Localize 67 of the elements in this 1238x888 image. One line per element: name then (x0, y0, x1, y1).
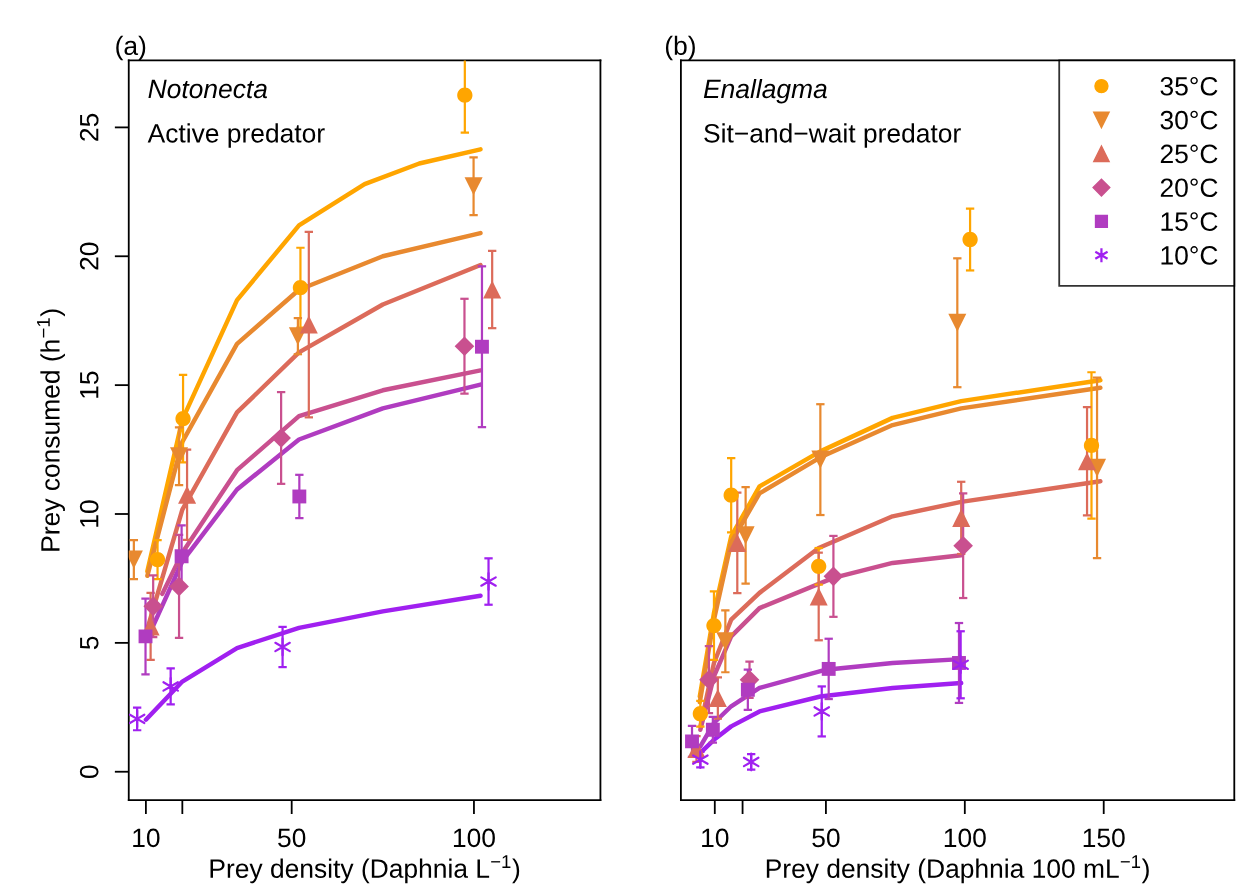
point (706, 617, 722, 634)
annotation: Notonecta (148, 79, 268, 99)
y-tick-label: 10 (79, 500, 99, 527)
x-tick-label: 50 (278, 828, 306, 848)
legend-label: 35°C (1160, 76, 1218, 96)
legend-label: 20°C (1160, 178, 1218, 198)
point (1078, 452, 1097, 471)
legend-label: 15°C (1161, 212, 1218, 231)
annotation: Active predator (147, 123, 325, 148)
x-tick-label: 100 (453, 828, 495, 848)
legend-label: 25°C (1160, 144, 1218, 164)
point (480, 572, 497, 591)
y-tick-label: 5 (80, 636, 99, 650)
point (138, 629, 153, 644)
point (952, 508, 971, 527)
point (811, 450, 830, 469)
line-series (145, 147, 483, 574)
x-axis-title: Prey density (Daphnia 100 mL$^{−1}$) (766, 855, 1149, 884)
point (457, 87, 473, 103)
point (169, 576, 189, 597)
point (813, 701, 831, 721)
point (299, 315, 318, 334)
point (699, 669, 719, 690)
point (823, 566, 844, 587)
point (464, 177, 483, 196)
x-tick-label: 100 (944, 828, 986, 848)
point (274, 637, 291, 657)
point (454, 336, 475, 357)
point (708, 689, 727, 708)
point (1083, 437, 1100, 454)
chart-title: (b) (665, 35, 695, 61)
point (475, 339, 489, 354)
point (811, 558, 827, 574)
point (292, 489, 307, 504)
x-tick-label: 50 (812, 828, 840, 848)
point (952, 655, 969, 675)
point (962, 231, 978, 248)
point (948, 313, 967, 332)
point (292, 280, 309, 296)
x-tick-label: 10 (702, 828, 729, 848)
x-tick-label: 10 (133, 828, 160, 848)
y-tick-label: 25 (79, 113, 99, 141)
x-axis-title: Prey density (Daphnia L$^{−1}$) (210, 855, 520, 884)
y-tick-label: 20 (79, 242, 99, 270)
point (809, 587, 828, 606)
legend-label: 10°C (1161, 246, 1218, 265)
point (692, 706, 708, 722)
point (174, 549, 189, 564)
y-axis-title: Prey consumed (h$^{−1}$) (37, 309, 65, 551)
x-tick-label: 150 (1083, 828, 1125, 848)
point (821, 661, 836, 676)
point (728, 533, 747, 552)
point (271, 428, 291, 448)
annotation: Sit−and−wait predator (704, 123, 961, 148)
legend-label: 30°C (1160, 110, 1218, 130)
chart-title: (a) (116, 35, 146, 61)
point (736, 526, 755, 545)
point (705, 722, 720, 737)
point (953, 535, 973, 556)
point (149, 551, 166, 568)
y-tick-label: 0 (79, 765, 99, 779)
point (483, 280, 502, 299)
y-tick-label: 15 (80, 371, 99, 398)
annotation: Enallagma (703, 78, 827, 104)
line-series (145, 230, 483, 579)
point (143, 596, 163, 617)
point (716, 632, 735, 651)
